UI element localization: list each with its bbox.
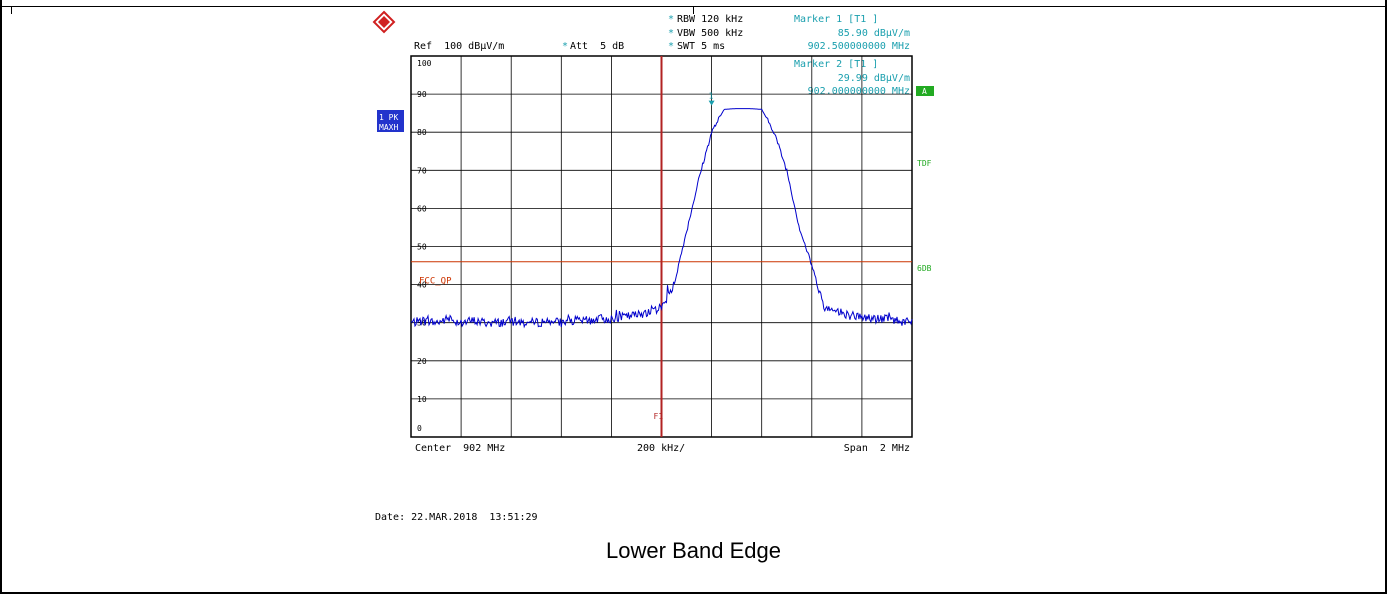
figure-caption: Lower Band Edge [606,538,781,563]
side-badge-a [916,86,934,96]
rs-logo [372,10,396,34]
y-tick-label: 60 [417,204,427,213]
y-tick-label: 90 [417,90,427,99]
trace-line [410,108,913,329]
marker1-label: 1 [709,92,714,101]
y-tick-label: 70 [417,166,427,175]
f1-label: F1 [654,412,664,421]
swt-text: SWT 5 ms [677,41,725,52]
y-tick-label: 10 [417,395,427,404]
marker1-freq: 902.500000000 MHz [808,41,910,52]
marker2-freq: 902.000000000 MHz [808,86,910,97]
y-tick-label: 40 [417,281,427,290]
y-tick-label: 100 [417,59,432,68]
marker2-level: 29.99 dBµV/m [838,73,910,84]
rbw-star: * [668,14,674,25]
marker1-title: Marker 1 [T1 ] [794,14,878,25]
trace-group [410,108,913,329]
swt-star: * [668,41,674,52]
trace-badge [377,110,404,132]
att-star: * [562,41,568,52]
rbw-text: RBW 120 kHz [677,14,743,25]
side-label-a: A [922,87,927,96]
marker-points: 1 [708,92,715,106]
date-line: Date: 22.MAR.2018 13:51:29 [375,512,538,523]
ref-text: Ref 100 dBµV/m [414,41,504,52]
side-label-tdf: TDF [917,159,932,168]
y-tick-label: 20 [417,357,427,366]
top-border-tick-left [11,7,12,14]
trace-badge-line2: MAXH [379,123,398,132]
y-tick-label: 80 [417,128,427,137]
marker-line-group: F1 [654,56,664,437]
top-border-tick-mid [693,7,694,14]
x-div-label: 200 kHz/ [637,443,685,454]
y-tick-label: 0 [417,424,422,433]
x-span-label: Span 2 MHz [844,443,910,454]
x-center-label: Center 902 MHz [415,443,505,454]
marker1-triangle [708,100,715,106]
side-label-6db: 6DB [917,264,932,273]
att-text: Att 5 dB [570,41,624,52]
vbw-star: * [668,28,674,39]
marker2-title: Marker 2 [T1 ] [794,59,878,70]
y-tick-label: 50 [417,243,427,252]
vbw-text: VBW 500 kHz [677,28,743,39]
trace-badge-line1: 1 PK [379,113,398,122]
marker1-level: 85.90 dBµV/m [838,28,910,39]
limit-line-label: FCC_QP [419,277,452,287]
top-border [0,6,1387,14]
